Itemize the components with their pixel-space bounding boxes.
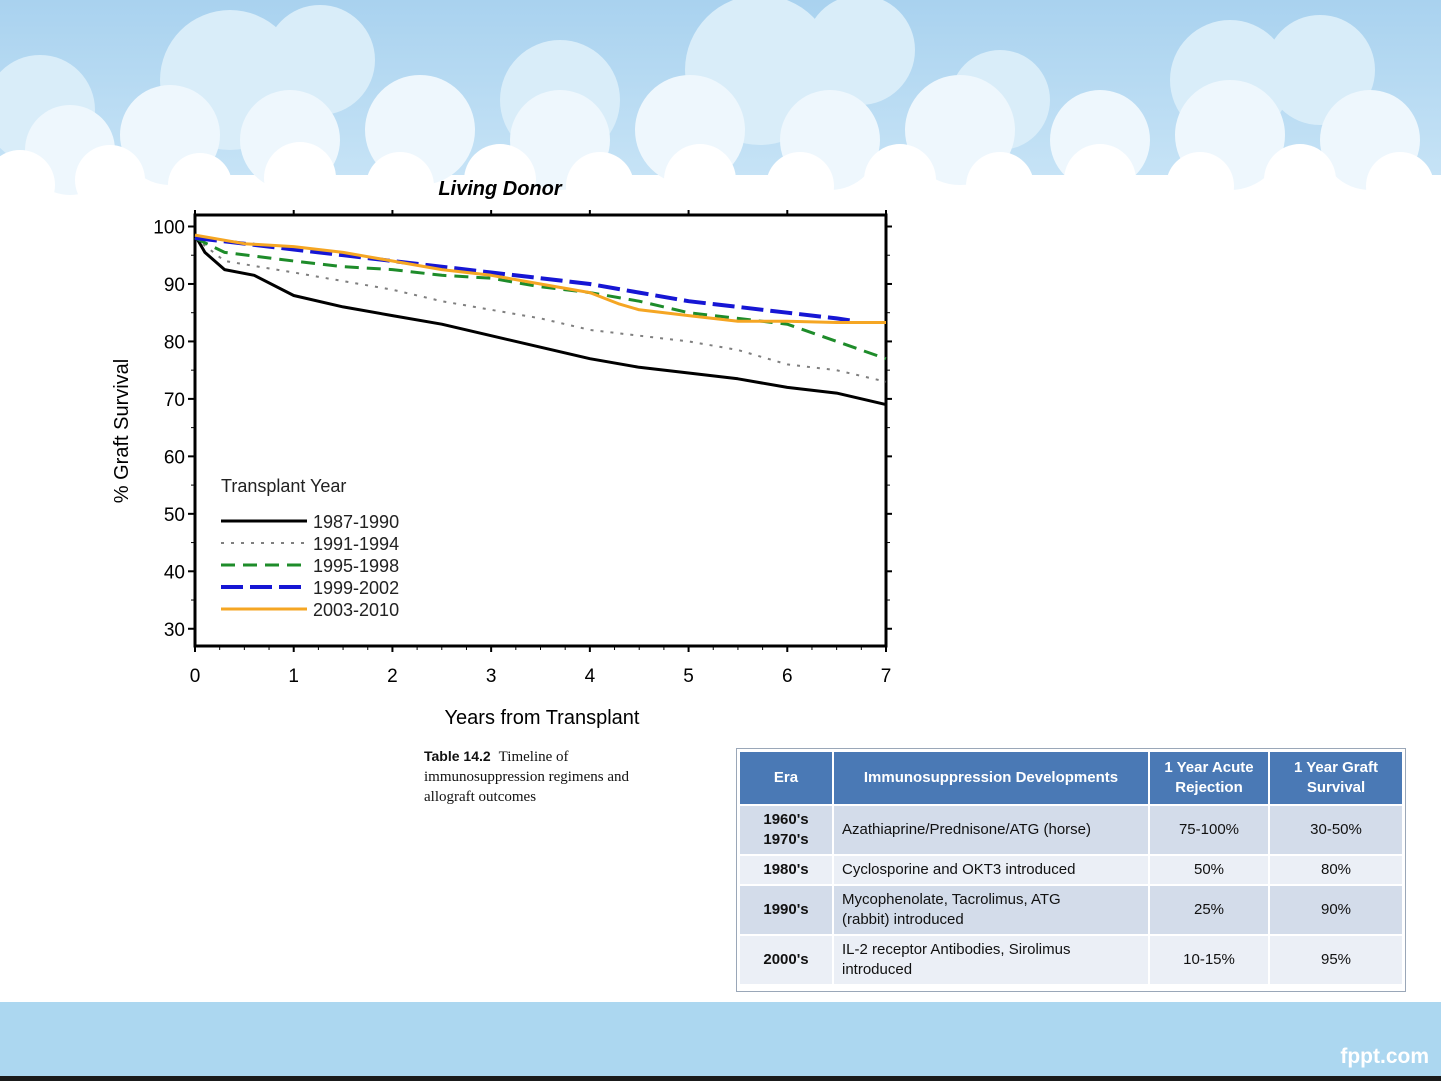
series-layer: [193, 233, 887, 407]
x-tick-label: 0: [190, 666, 201, 687]
front-clouds: [0, 142, 1434, 220]
legend-title: Transplant Year: [221, 476, 346, 496]
header-developments: Immunosuppression Developments: [832, 750, 1150, 806]
footer-brand: fppt.com: [1340, 1045, 1429, 1068]
footer-band: [0, 1002, 1441, 1081]
era-text: 1970's: [763, 831, 809, 848]
developments-text: IL-2 receptor Antibodies, Sirolimus: [842, 941, 1071, 958]
header-rejection: 1 Year Acute Rejection: [1148, 750, 1270, 806]
x-tick-label: 5: [683, 666, 694, 687]
header-survival: 1 Year Graft Survival: [1268, 750, 1404, 806]
era-text: 1960's: [763, 811, 809, 828]
legend-label: 1995-1998: [313, 556, 399, 576]
developments-text: Cyclosporine and OKT3 introduced: [842, 861, 1076, 878]
rejection-cell: 75-100%: [1148, 804, 1270, 856]
bottom-edge: [0, 1076, 1441, 1081]
developments-cell: Azathiaprine/Prednisone/ATG (horse): [832, 804, 1150, 856]
survival-cell: 80%: [1268, 854, 1404, 886]
table-row: 1990's Mycophenolate, Tacrolimus, ATG (ra…: [738, 884, 1404, 936]
table-caption: Table 14.2 Timeline of immunosuppression …: [424, 746, 654, 807]
y-tick-label: 60: [164, 447, 185, 468]
table-border: [736, 748, 1406, 992]
era-cell: 2000's: [738, 934, 834, 986]
y-tick-label: 70: [164, 390, 185, 411]
legend-label: 1991-1994: [313, 534, 399, 554]
developments-text: Azathiaprine/Prednisone/ATG (horse): [842, 821, 1092, 838]
x-tick-label: 3: [486, 666, 497, 687]
era-cell: 1980's: [738, 854, 834, 886]
y-tick-label: 50: [164, 505, 185, 526]
series-line-2003-2010: [194, 233, 886, 324]
developments-cell: Cyclosporine and OKT3 introduced: [832, 854, 1150, 886]
era-text: 1980's: [763, 861, 809, 878]
x-axis-label: Years from Transplant: [445, 707, 640, 729]
developments-cell: Mycophenolate, Tacrolimus, ATG (rabbit) i…: [832, 884, 1150, 936]
axis-ticks: 0 1 2 3 4 5 6 7 30 40 50 60 70 80 90 100: [153, 210, 892, 687]
caption-text: Timeline of immunosuppression regimens a…: [424, 749, 629, 805]
era-cell: 1990's: [738, 884, 834, 936]
y-tick-label: 30: [164, 620, 185, 641]
developments-cell: IL-2 receptor Antibodies, Sirolimus intro…: [832, 934, 1150, 986]
legend-label: 1999-2002: [313, 578, 399, 598]
rejection-cell: 25%: [1148, 884, 1270, 936]
header-era: Era: [738, 750, 834, 806]
y-tick-label: 40: [164, 562, 185, 583]
x-tick-label: 1: [288, 666, 299, 687]
immunosuppression-table: Era Immunosuppression Developments 1 Yea…: [738, 750, 1404, 986]
legend-label: 1987-1990: [313, 512, 399, 532]
y-tick-label: 90: [164, 275, 185, 296]
x-tick-label: 7: [881, 666, 892, 687]
survival-cell: 95%: [1268, 934, 1404, 986]
table-header-row: Era Immunosuppression Developments 1 Yea…: [738, 750, 1404, 806]
caption-label: Table 14.2: [424, 748, 491, 764]
table-row: 1980's Cyclosporine and OKT3 introduced …: [738, 854, 1404, 886]
series-line-1999-2002: [194, 236, 857, 324]
series-line-1987-1990: [193, 234, 887, 407]
survival-cell: 30-50%: [1268, 804, 1404, 856]
y-tick-label: 100: [153, 217, 185, 238]
rejection-cell: 50%: [1148, 854, 1270, 886]
series-line-1995-1998: [194, 236, 887, 361]
era-text: 2000's: [763, 951, 809, 968]
era-cell: 1960's 1970's: [738, 804, 834, 856]
chart-title: Living Donor: [438, 178, 562, 200]
era-text: 1990's: [763, 901, 809, 918]
y-tick-label: 80: [164, 332, 185, 353]
developments-text: (rabbit) introduced: [842, 911, 964, 928]
x-tick-label: 2: [387, 666, 398, 687]
legend-label: 2003-2010: [313, 600, 399, 620]
x-tick-label: 6: [782, 666, 793, 687]
series-line-1991-1994: [194, 237, 887, 383]
survival-cell: 90%: [1268, 884, 1404, 936]
x-tick-label: 4: [585, 666, 596, 687]
table-row: 2000's IL-2 receptor Antibodies, Sirolim…: [738, 934, 1404, 986]
developments-text: introduced: [842, 961, 913, 978]
rejection-cell: 10-15%: [1148, 934, 1270, 986]
legend: Transplant Year 1987-19901991-19941995-1…: [221, 476, 399, 620]
y-axis-label: % Graft Survival: [111, 359, 133, 503]
table-row: 1960's 1970's Azathiaprine/Prednisone/ATG…: [738, 804, 1404, 856]
developments-text: Mycophenolate, Tacrolimus, ATG: [842, 891, 1061, 908]
